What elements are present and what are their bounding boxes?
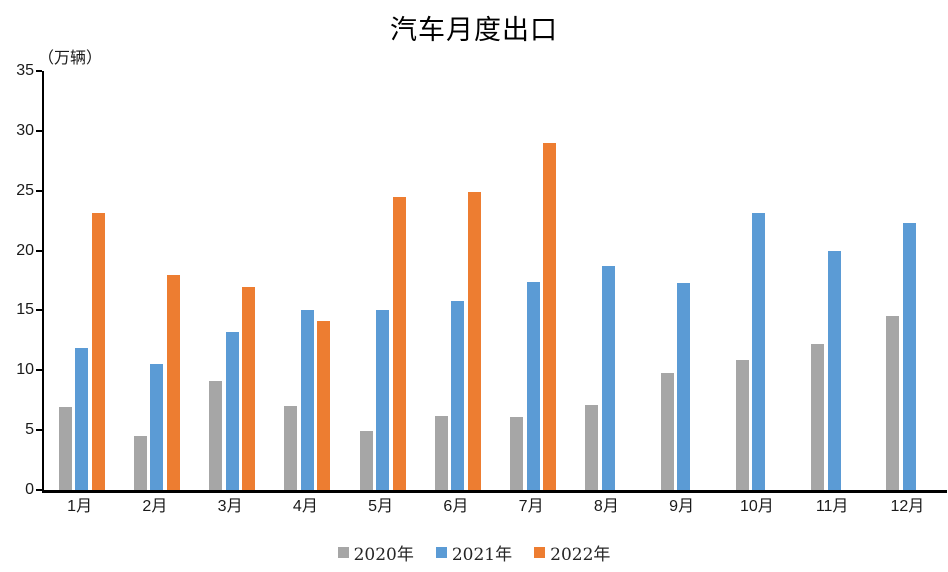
y-tick-mark bbox=[36, 429, 42, 432]
x-tick-label: 8月 bbox=[593, 498, 619, 515]
y-tick-mark bbox=[36, 369, 42, 372]
bar-2020年-10月 bbox=[735, 359, 749, 490]
legend-label: 2020年 bbox=[353, 545, 414, 565]
plot-area bbox=[42, 71, 947, 493]
x-tick-label: 2月 bbox=[142, 498, 168, 515]
legend-swatch-icon bbox=[435, 547, 447, 558]
legend-label: 2021年 bbox=[451, 545, 513, 565]
bar-2020年-5月 bbox=[359, 431, 373, 490]
chart-title: 汽车月度出口 bbox=[390, 15, 558, 46]
bar-2021年-8月 bbox=[601, 266, 615, 490]
y-tick-mark bbox=[36, 309, 42, 312]
bar-2021年-11月 bbox=[827, 250, 841, 490]
bar-2022年-2月 bbox=[166, 274, 180, 490]
x-tick-label: 6月 bbox=[443, 498, 469, 515]
bar-2022年-5月 bbox=[392, 196, 406, 490]
bar-2020年-7月 bbox=[510, 416, 524, 490]
legend-item-2022年: 2022年 bbox=[534, 540, 610, 565]
y-tick-mark bbox=[36, 489, 42, 491]
x-tick-label: 7月 bbox=[518, 498, 544, 515]
x-tick-label: 3月 bbox=[217, 498, 243, 515]
y-tick-label: 0 bbox=[25, 481, 34, 498]
x-tick-label: 9月 bbox=[669, 498, 695, 515]
y-tick-mark bbox=[36, 249, 42, 252]
bar-2021年-1月 bbox=[75, 347, 89, 490]
bar-2022年-6月 bbox=[467, 191, 481, 490]
bar-2022年-4月 bbox=[317, 321, 331, 490]
bar-2020年-1月 bbox=[58, 407, 72, 490]
bar-2020年-11月 bbox=[811, 343, 825, 490]
y-tick-label: 35 bbox=[16, 62, 34, 79]
bar-2020年-12月 bbox=[886, 316, 900, 490]
y-tick-label: 30 bbox=[16, 121, 34, 139]
bar-2021年-4月 bbox=[300, 310, 314, 490]
bar-2020年-2月 bbox=[133, 436, 147, 490]
bar-2021年-6月 bbox=[451, 300, 465, 490]
y-axis-unit-label: （万辆） bbox=[38, 50, 103, 67]
y-tick-mark bbox=[36, 70, 42, 72]
x-tick-label: 10月 bbox=[739, 498, 774, 515]
y-tick-label: 25 bbox=[16, 181, 34, 199]
bar-2022年-7月 bbox=[543, 142, 557, 490]
bar-2022年-1月 bbox=[91, 213, 105, 490]
bar-2021年-2月 bbox=[150, 364, 164, 490]
legend-swatch-icon bbox=[337, 547, 349, 558]
bar-2020年-9月 bbox=[660, 372, 674, 490]
x-tick-label: 4月 bbox=[292, 498, 318, 515]
y-tick-label: 15 bbox=[16, 301, 34, 319]
x-tick-label: 11月 bbox=[815, 498, 849, 515]
bar-2020年-8月 bbox=[585, 405, 599, 490]
bar-2021年-10月 bbox=[752, 213, 766, 490]
bar-2021年-3月 bbox=[225, 331, 239, 490]
x-tick-label: 5月 bbox=[368, 498, 394, 515]
y-tick-mark bbox=[36, 129, 42, 132]
bar-2021年-12月 bbox=[902, 223, 916, 490]
y-tick-mark bbox=[36, 189, 42, 192]
legend-item-2020年: 2020年 bbox=[337, 540, 414, 565]
legend-item-2021年: 2021年 bbox=[435, 540, 513, 565]
x-tick-label: 12月 bbox=[890, 498, 925, 515]
bar-2021年-9月 bbox=[677, 282, 691, 490]
bar-2020年-4月 bbox=[284, 406, 298, 490]
x-tick-label: 1月 bbox=[67, 498, 93, 515]
y-tick-label: 5 bbox=[25, 421, 34, 439]
bar-2021年-7月 bbox=[526, 281, 540, 490]
bar-2020年-3月 bbox=[209, 381, 223, 490]
bar-2021年-5月 bbox=[376, 310, 390, 490]
y-tick-label: 20 bbox=[16, 241, 34, 259]
bar-2020年-6月 bbox=[434, 415, 448, 490]
legend: 2020年 2021年 2022年 bbox=[0, 540, 948, 565]
legend-swatch-icon bbox=[534, 547, 546, 558]
bar-2022年-3月 bbox=[242, 286, 256, 490]
legend-label: 2022年 bbox=[550, 545, 611, 565]
y-tick-label: 10 bbox=[16, 361, 34, 379]
